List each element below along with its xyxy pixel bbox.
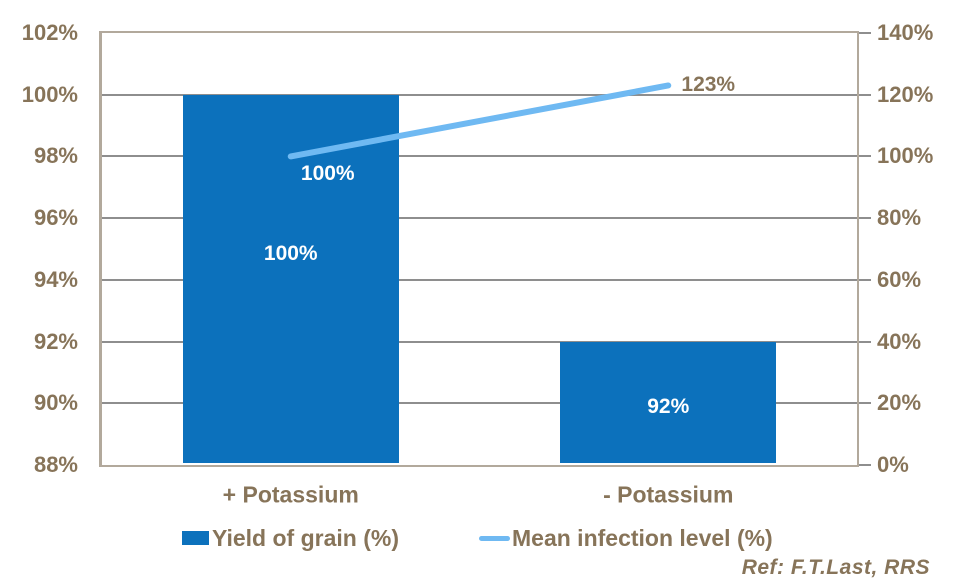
left-axis-label: 98%	[33, 143, 78, 169]
category-label: + Potassium	[222, 481, 359, 508]
right-axis-tick	[857, 155, 871, 158]
right-axis-tick	[857, 32, 871, 34]
line-data-label: 100%	[300, 162, 355, 186]
left-axis-label: 102%	[21, 20, 78, 45]
category-label: - Potassium	[603, 481, 734, 508]
right-axis-label: 40%	[877, 328, 922, 354]
bar---potassium	[560, 341, 777, 463]
bar-data-label: 92%	[647, 395, 690, 419]
right-axis-label: 60%	[877, 266, 922, 292]
plot-border	[99, 31, 859, 467]
bar-+-potassium	[182, 94, 399, 463]
right-axis-tick	[857, 93, 871, 96]
right-axis-tick	[857, 402, 871, 405]
infection-line	[287, 82, 672, 160]
gridline	[102, 340, 857, 343]
right-axis-tick	[857, 464, 871, 466]
bar-series-swatch-icon	[182, 531, 209, 545]
right-axis-label: 100%	[877, 143, 934, 169]
right-axis-label: 120%	[877, 81, 934, 107]
gridline	[102, 155, 857, 158]
legend-label-yield: Yield of grain (%)	[212, 524, 399, 551]
gridline	[102, 278, 857, 281]
right-axis-label: 140%	[877, 20, 934, 45]
right-axis-tick	[857, 340, 871, 343]
right-axis-tick	[857, 217, 871, 220]
left-axis-label: 88%	[33, 452, 78, 477]
gridline	[102, 93, 857, 96]
gridline	[102, 217, 857, 220]
legend-item-infection: Mean infection level (%)	[479, 525, 773, 551]
line-series-swatch-icon	[479, 535, 510, 541]
legend-label-infection: Mean infection level (%)	[512, 524, 773, 551]
left-axis-label: 90%	[33, 390, 78, 416]
bar-data-label: 100%	[263, 241, 318, 265]
right-axis-label: 20%	[877, 390, 922, 416]
legend-item-yield: Yield of grain (%)	[182, 525, 399, 551]
left-axis-label: 100%	[21, 81, 78, 107]
right-axis-label: 80%	[877, 205, 922, 231]
line-data-label: 123%	[681, 73, 736, 97]
right-axis-tick	[857, 278, 871, 281]
left-axis-label: 96%	[33, 205, 78, 231]
gridline	[102, 402, 857, 405]
right-axis-label: 0%	[877, 452, 909, 477]
left-axis-label: 94%	[33, 266, 78, 292]
reference-text: Ref: F.T.Last, RRS	[741, 556, 930, 579]
left-axis-label: 92%	[33, 328, 78, 354]
